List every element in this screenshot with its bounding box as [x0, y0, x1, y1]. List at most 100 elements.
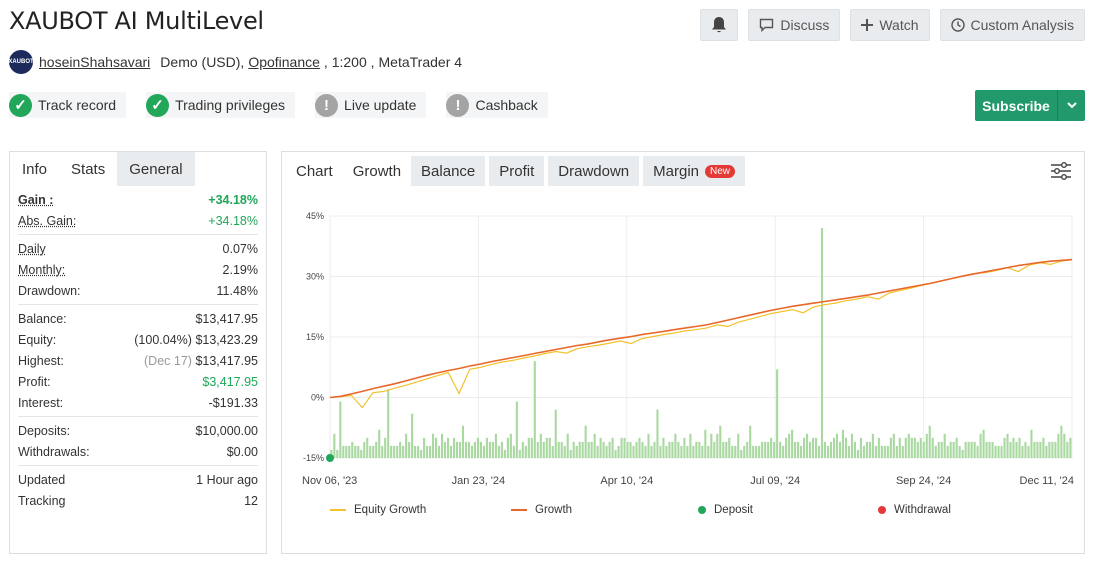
growth-line — [329, 258, 1073, 399]
custom-analysis-button[interactable]: Custom Analysis — [939, 9, 1085, 41]
activity-bar — [719, 425, 722, 458]
tab-drawdown[interactable]: Drawdown — [548, 156, 640, 186]
activity-bar — [835, 433, 839, 458]
activity-bar — [405, 433, 408, 458]
activity-bar — [988, 441, 991, 458]
activity-bar — [647, 433, 650, 458]
activity-bar — [770, 437, 773, 458]
activity-bar — [629, 441, 632, 458]
activity-bar — [731, 445, 734, 458]
activity-bar — [937, 441, 940, 458]
tab-info[interactable]: Info — [22, 160, 48, 178]
stat-row: Withdrawals: $0.00 — [18, 441, 258, 462]
exclamation-icon: ! — [315, 93, 339, 117]
activity-bar — [560, 441, 563, 458]
tab-stats[interactable]: Stats — [59, 152, 118, 186]
badge-trading-privileges[interactable]: ✓ Trading privileges — [146, 92, 296, 118]
activity-bar — [1018, 437, 1021, 458]
activity-bar — [967, 441, 970, 458]
legend-label: Withdrawal — [894, 504, 951, 516]
watch-button[interactable]: Watch — [850, 9, 930, 41]
monthly-label[interactable]: Monthly: — [18, 262, 66, 277]
new-badge: New — [705, 164, 736, 178]
activity-bar — [527, 437, 530, 458]
stat-row: Abs. Gain: +34.18% — [18, 210, 258, 231]
notification-button[interactable] — [700, 9, 739, 41]
equity-percent: (100.04%) — [134, 332, 192, 347]
profit-value: $3,417.95 — [202, 374, 258, 389]
comment-icon — [760, 18, 774, 32]
activity-bar — [446, 437, 450, 458]
activity-bar — [500, 441, 503, 458]
activity-bar — [587, 441, 590, 458]
activity-bar — [782, 445, 785, 458]
activity-bar — [464, 441, 468, 458]
growth-chart[interactable]: 45% 30% 15% 0% -15% Nov 06, '23 Jan 23, '24 Apr… — [282, 152, 1084, 492]
activity-bar — [713, 441, 716, 458]
broker-link[interactable]: Opofinance — [248, 54, 320, 70]
balance-value: $13,417.95 — [195, 311, 258, 326]
equity-value: $13,423.29 — [195, 332, 258, 347]
badge-cashback[interactable]: ! Cashback — [446, 92, 548, 118]
activity-bar — [665, 445, 668, 458]
daily-value: 0.07% — [222, 241, 258, 256]
subscribe-button[interactable]: Subscribe — [975, 90, 1085, 121]
tab-chart[interactable]: Chart — [296, 162, 333, 180]
legend-label: Growth — [535, 504, 573, 516]
clock-icon — [950, 18, 965, 32]
withdrawals-value: $0.00 — [226, 444, 258, 459]
activity-bar — [826, 445, 830, 458]
legend-growth[interactable]: Growth — [511, 504, 572, 516]
activity-bar — [443, 441, 447, 458]
account-info: XAUBOT hoseinShahsavari Demo (USD), Opof… — [8, 50, 463, 74]
activity-bar — [922, 441, 925, 458]
drawdown-label: Drawdown: — [18, 283, 81, 298]
activity-bar — [1033, 441, 1036, 458]
stat-row: Balance: $13,417.95 — [18, 308, 258, 329]
activity-bar — [686, 445, 689, 458]
platform: MetaTrader 4 — [378, 54, 463, 70]
legend-withdrawal[interactable]: Withdrawal — [878, 504, 951, 516]
legend-equity-growth[interactable]: Equity Growth — [330, 504, 426, 516]
activity-bar — [1060, 425, 1063, 458]
x-tick-label: Apr 10, '24 — [600, 475, 653, 487]
activity-bar — [518, 449, 521, 458]
activity-bar — [452, 437, 456, 458]
legend-deposit[interactable]: Deposit — [698, 504, 753, 516]
chevron-down-icon[interactable] — [1057, 90, 1085, 121]
activity-bar — [973, 441, 976, 458]
activity-bar — [372, 445, 375, 458]
activity-bar — [940, 441, 943, 458]
activity-bar — [734, 445, 737, 458]
activity-bar — [1066, 441, 1069, 458]
tab-balance[interactable]: Balance — [411, 156, 486, 186]
daily-label[interactable]: Daily — [18, 241, 46, 256]
discuss-button[interactable]: Discuss — [748, 9, 841, 41]
activity-bar — [722, 441, 725, 458]
activity-bar — [689, 433, 692, 458]
activity-bar — [674, 433, 677, 458]
badge-live-update[interactable]: ! Live update — [315, 92, 427, 118]
legend-dot-icon — [698, 506, 706, 514]
avatar[interactable]: XAUBOT — [8, 50, 34, 74]
check-icon: ✓ — [146, 93, 170, 117]
activity-bar — [809, 441, 812, 458]
highest-date: (Dec 17) — [144, 353, 192, 368]
tab-margin[interactable]: Margin New — [643, 156, 746, 186]
activity-bar — [749, 425, 752, 458]
abs-gain-label[interactable]: Abs. Gain: — [18, 213, 77, 228]
tab-general[interactable]: General — [117, 152, 195, 186]
tab-profit[interactable]: Profit — [489, 156, 545, 186]
activity-bar — [725, 441, 728, 458]
tab-growth[interactable]: Growth — [342, 156, 412, 186]
username-link[interactable]: hoseinShahsavari — [39, 54, 151, 70]
gain-label[interactable]: Gain : — [18, 192, 54, 207]
y-tick-label: 15% — [306, 332, 324, 342]
activity-bar — [812, 437, 815, 458]
activity-bar — [928, 425, 931, 458]
badge-track-record[interactable]: ✓ Track record — [9, 92, 127, 118]
stats-list: Gain : +34.18% Abs. Gain: +34.18% Daily 0.0… — [10, 186, 266, 514]
activity-bar — [668, 441, 671, 458]
settings-sliders-icon[interactable] — [1050, 161, 1072, 186]
badge-label: Track record — [38, 97, 117, 113]
